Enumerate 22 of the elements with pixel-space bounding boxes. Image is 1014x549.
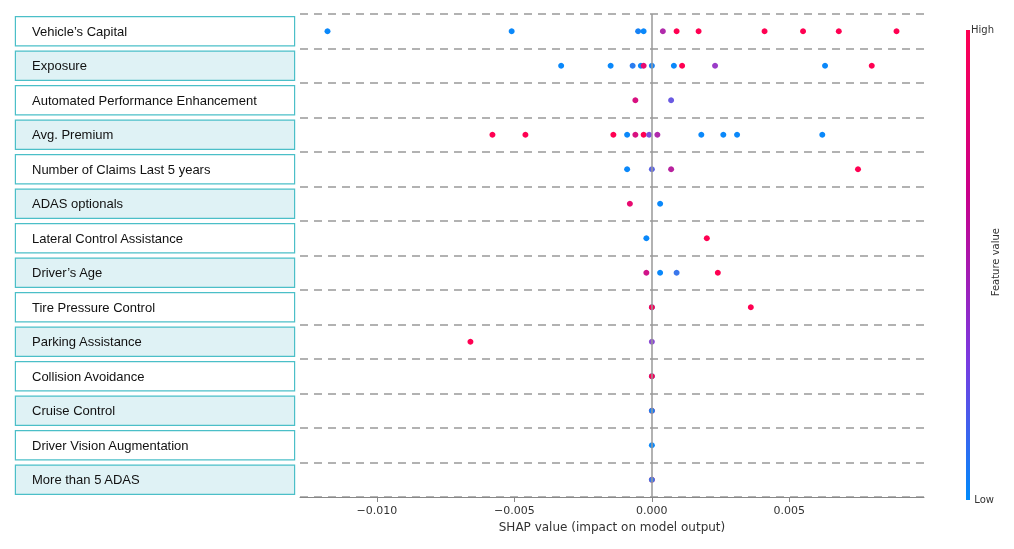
y-tick-label: Driver’s Age <box>32 265 103 281</box>
x-tick-label: −0.005 <box>494 504 535 517</box>
y-tick-label: Tire Pressure Control <box>32 299 156 315</box>
x-axis-title: SHAP value (impact on model output) <box>498 520 726 534</box>
y-tick-label: Number of Claims Last 5 years <box>32 161 211 177</box>
x-tick-label: 0.000 <box>636 504 668 517</box>
y-tick-label: Cruise Control <box>32 403 116 419</box>
x-tick-label: 0.005 <box>773 504 806 517</box>
y-tick-label: Lateral Control Assistance <box>32 230 184 246</box>
y-tick-label: More than 5 ADAS <box>32 472 140 488</box>
color-bar-title: Feature value <box>989 228 1001 297</box>
text: High <box>971 23 994 35</box>
y-tick-label: Parking Assistance <box>32 334 142 350</box>
text: Low <box>974 493 995 505</box>
x-tick-label: −0.010 <box>356 504 398 517</box>
y-tick-label: Collision Avoidance <box>32 368 145 384</box>
y-tick-label: Avg. Premium <box>32 127 114 143</box>
y-tick-label: ADAS optionals <box>32 196 124 212</box>
y-tick-label: Exposure <box>32 58 87 74</box>
y-tick-label: Vehicle’s Capital <box>32 23 128 39</box>
y-tick-label: Driver Vision Augmentation <box>32 437 189 453</box>
y-tick-label: Automated Performance Enhancement <box>32 92 258 108</box>
